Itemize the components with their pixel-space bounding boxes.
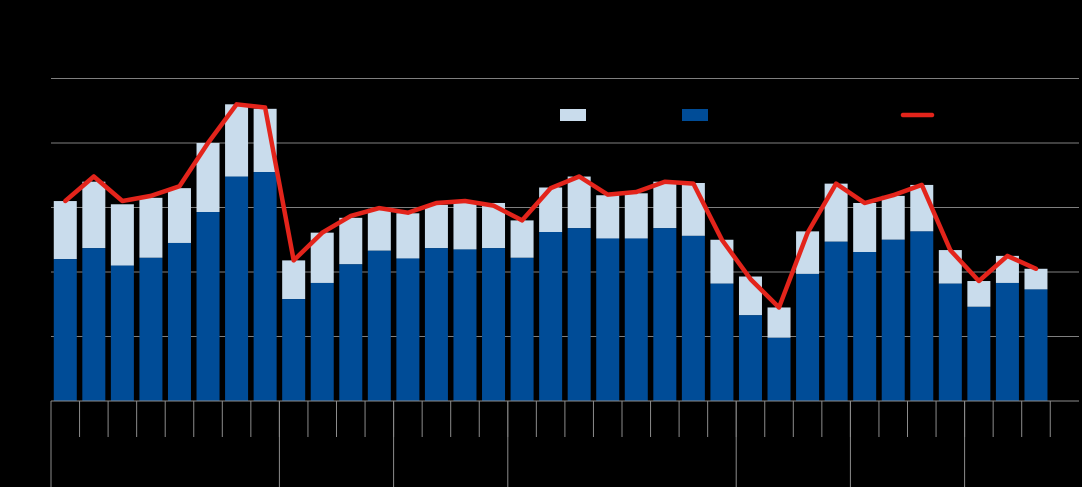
bar-light-segment [110,204,134,266]
bar-dark-segment [881,239,905,401]
bar-dark-segment [110,265,134,401]
bar-light-segment [738,276,762,316]
line-series [63,102,1039,310]
bar-light-segment [453,201,477,250]
bar-light-segment [482,202,506,249]
bar-dark-segment [938,283,962,401]
bar-light-segment [653,181,677,229]
bar-light-segment [596,195,620,239]
bar-dark-segment [1024,289,1048,401]
bar-dark-segment [738,315,762,401]
bar-light-segment [853,202,877,253]
bar-dark-segment [596,238,620,401]
bar-light-segment [510,220,534,258]
legend-swatch-light [560,109,586,121]
bar-light-segment [767,307,791,338]
bar-light-segment [624,193,648,239]
bar-light-segment [539,187,563,233]
bar-dark-segment [167,242,191,401]
bar-light-segment [567,176,591,229]
bar-light-segment [139,197,163,258]
bar-light-segment [367,208,391,251]
bar-dark-segment [710,283,734,401]
bar-dark-segment [624,238,648,401]
bar-dark-segment [853,252,877,401]
legend-swatch-dark [682,109,708,121]
bar-dark-segment [910,231,934,401]
bar-light-segment [1024,268,1048,290]
bar-light-segment [82,181,106,249]
bar-dark-segment [282,299,306,401]
bar-light-segment [196,143,220,213]
bar-light-segment [253,108,277,173]
bar-dark-segment [139,257,163,401]
bar-dark-segment [339,264,363,401]
bar-dark-segment [567,228,591,401]
bar-light-segment [424,204,448,249]
bar-light-segment [310,232,334,283]
line-series-path [63,102,1039,310]
bar-dark-segment [453,249,477,401]
bar-light-segment [53,201,77,260]
bar-dark-segment [196,212,220,401]
bar-light-segment [225,104,249,177]
bar-light-segment [824,183,848,242]
bars [53,104,1048,401]
bar-dark-segment [824,241,848,401]
legend [560,109,935,121]
bar-dark-segment [653,228,677,401]
bar-dark-segment [510,257,534,401]
x-axis [50,400,1079,487]
bar-dark-segment [967,306,991,401]
bar-dark-segment [424,248,448,401]
gridlines [51,78,1079,337]
bar-light-segment [282,260,306,300]
bar-light-segment [881,195,905,240]
bar-dark-segment [396,258,420,401]
bar-dark-segment [767,337,791,401]
bar-light-segment [967,281,991,307]
bar-dark-segment [367,250,391,401]
bar-dark-segment [310,282,334,401]
bar-dark-segment [82,248,106,401]
bar-light-segment [681,182,705,236]
bar-dark-segment [225,176,249,401]
bar-light-segment [938,250,962,284]
bar-light-segment [339,217,363,265]
bar-dark-segment [796,273,820,401]
bar-dark-segment [482,248,506,401]
bar-light-segment [167,188,191,243]
bar-light-segment [710,239,734,284]
bar-dark-segment [995,282,1019,401]
bar-dark-segment [253,172,277,401]
bar-dark-segment [53,259,77,401]
bar-light-segment [396,213,420,259]
bar-dark-segment [539,232,563,401]
bar-dark-segment [681,235,705,401]
